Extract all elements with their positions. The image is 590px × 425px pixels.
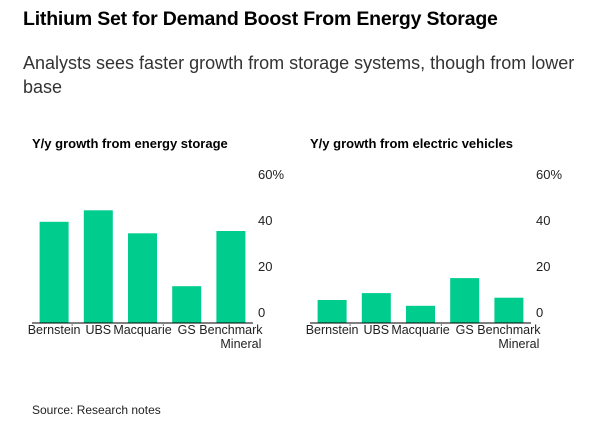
ytick-label-energy-storage-3: 60% — [258, 167, 284, 182]
category-label-electric-vehicles-0: Bernstein — [306, 323, 359, 337]
category-label-energy-storage-1: UBS — [85, 323, 111, 337]
bar-energy-storage-1 — [83, 210, 113, 323]
bar-energy-storage-0 — [39, 221, 69, 323]
category-label-electric-vehicles-3: GS — [456, 323, 474, 337]
bar-energy-storage-4 — [216, 231, 246, 323]
category-label-energy-storage-2: Macquarie — [113, 323, 171, 337]
chart-subtitle: Analysts sees faster growth from storage… — [23, 53, 575, 97]
bar-energy-storage-3 — [172, 286, 202, 323]
ytick-label-electric-vehicles-0: 0 — [536, 305, 543, 320]
category-label-energy-storage-0: Bernstein — [28, 323, 81, 337]
bar-electric-vehicles-1 — [361, 293, 391, 323]
category-label-electric-vehicles-1: UBS — [363, 323, 389, 337]
ytick-label-energy-storage-0: 0 — [258, 305, 265, 320]
bar-electric-vehicles-4 — [494, 297, 524, 323]
ytick-label-electric-vehicles-2: 40 — [536, 213, 550, 228]
chart-title: Lithium Set for Demand Boost From Energy… — [23, 8, 498, 30]
ytick-label-energy-storage-2: 40 — [258, 213, 272, 228]
bar-electric-vehicles-3 — [450, 278, 480, 323]
category-label-electric-vehicles-4: Benchmark Mineral — [477, 323, 541, 351]
bar-electric-vehicles-0 — [317, 300, 347, 323]
category-label-electric-vehicles-2: Macquarie — [391, 323, 449, 337]
category-label-energy-storage-3: GS — [178, 323, 196, 337]
bar-electric-vehicles-2 — [406, 305, 435, 324]
ytick-label-electric-vehicles-1: 20 — [536, 259, 550, 274]
ytick-label-electric-vehicles-3: 60% — [536, 167, 562, 182]
bar-energy-storage-2 — [128, 233, 157, 323]
category-label-energy-storage-4: Benchmark Mineral — [199, 323, 263, 351]
ytick-label-energy-storage-1: 20 — [258, 259, 272, 274]
panel-title-energy-storage: Y/y growth from energy storage — [32, 136, 228, 151]
panel-title-electric-vehicles: Y/y growth from electric vehicles — [310, 136, 514, 151]
source-note: Source: Research notes — [32, 403, 161, 417]
